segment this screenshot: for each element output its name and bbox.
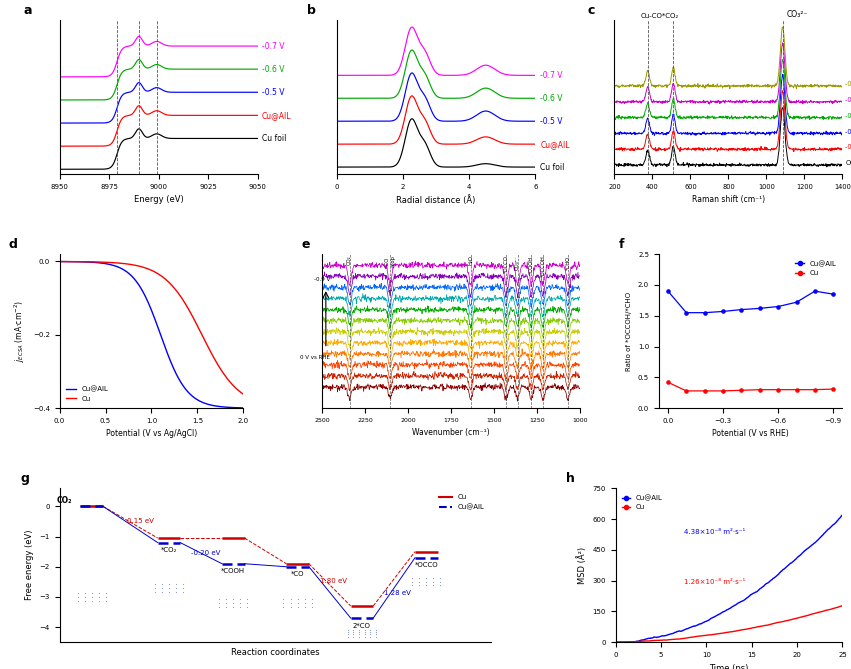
Text: OCP: OCP — [845, 161, 851, 167]
Text: -0.6 V: -0.6 V — [262, 65, 284, 74]
Text: CO₃²⁻: CO₃²⁻ — [786, 9, 808, 19]
X-axis label: Radial distance (Å): Radial distance (Å) — [397, 195, 476, 205]
Text: -0.7 V: -0.7 V — [262, 41, 284, 51]
Text: -0.5 V: -0.5 V — [540, 116, 563, 126]
Text: -0.35 V: -0.35 V — [845, 97, 851, 103]
X-axis label: Time (ps): Time (ps) — [710, 664, 749, 669]
Text: *OCCO: *OCCO — [504, 256, 509, 274]
Text: e: e — [302, 238, 311, 251]
Text: Cu@AIL: Cu@AIL — [262, 111, 291, 120]
Text: -0.9 V: -0.9 V — [314, 277, 330, 282]
Text: *OCCO: *OCCO — [414, 563, 438, 569]
Y-axis label: MSD (Å²): MSD (Å²) — [577, 547, 587, 584]
Text: CO₂: CO₂ — [56, 496, 71, 504]
Text: f: f — [619, 238, 624, 251]
X-axis label: Wavenumber (cm⁻¹): Wavenumber (cm⁻¹) — [412, 428, 490, 438]
Text: Cu-CO*CO₂: Cu-CO*CO₂ — [641, 13, 679, 19]
Y-axis label: Free energy (eV): Free energy (eV) — [25, 530, 34, 601]
Text: -0.15 V: -0.15 V — [845, 128, 851, 134]
Text: *OCCOH: *OCCOH — [540, 256, 545, 277]
Text: 1.80 eV: 1.80 eV — [320, 579, 347, 584]
Text: d: d — [9, 238, 17, 251]
Text: -0.25 V: -0.25 V — [845, 113, 851, 119]
X-axis label: Potential (V vs RHE): Potential (V vs RHE) — [712, 429, 789, 438]
Text: a: a — [24, 4, 32, 17]
Y-axis label: Ratio of *OCCOH/*CHO: Ratio of *OCCOH/*CHO — [626, 292, 632, 371]
Text: -0.20 eV: -0.20 eV — [191, 551, 220, 557]
Text: 0.15 eV: 0.15 eV — [127, 518, 154, 524]
X-axis label: Reaction coordinates: Reaction coordinates — [231, 648, 319, 657]
X-axis label: Raman shift (cm⁻¹): Raman shift (cm⁻¹) — [692, 195, 765, 204]
Text: 4.38×10⁻⁸ m²·s⁻¹: 4.38×10⁻⁸ m²·s⁻¹ — [683, 529, 745, 535]
Text: *CHO: *CHO — [565, 256, 570, 270]
Text: *COOH: *COOH — [221, 569, 245, 575]
Text: *CO: *CO — [291, 571, 305, 577]
Text: Cu foil: Cu foil — [540, 163, 565, 171]
Legend: Cu, Cu@AIL: Cu, Cu@AIL — [437, 492, 487, 513]
Legend: Cu@AIL, Cu: Cu@AIL, Cu — [792, 258, 839, 279]
Text: Cu foil: Cu foil — [262, 134, 286, 143]
Text: -0.05 V: -0.05 V — [845, 145, 851, 151]
X-axis label: Energy (eV): Energy (eV) — [134, 195, 184, 204]
Text: -0.6 V: -0.6 V — [540, 94, 563, 103]
Text: Cu@AIL: Cu@AIL — [540, 140, 570, 149]
Text: H₂O: H₂O — [468, 256, 473, 266]
Text: 2*CO: 2*CO — [353, 623, 371, 629]
Text: h: h — [566, 472, 574, 485]
Legend: Cu@AIL, Cu: Cu@AIL, Cu — [63, 383, 111, 405]
Text: -0.7 V: -0.7 V — [540, 71, 563, 80]
Text: g: g — [20, 472, 30, 485]
Text: 0 V vs RHE: 0 V vs RHE — [300, 355, 330, 360]
Text: -0.45 V: -0.45 V — [845, 81, 851, 87]
Text: 1.26×10⁻⁸ m²·s⁻¹: 1.26×10⁻⁸ m²·s⁻¹ — [683, 579, 745, 585]
Text: CO₂: CO₂ — [347, 256, 352, 265]
Text: b: b — [307, 4, 316, 17]
Text: *CO₂: *CO₂ — [161, 547, 177, 553]
Text: -0.5 V: -0.5 V — [262, 88, 284, 97]
Text: *COOH: *COOH — [528, 256, 534, 274]
Text: 1.28 eV: 1.28 eV — [385, 589, 411, 595]
Text: CO₃²⁻: CO₃²⁻ — [515, 256, 520, 270]
Text: *CO
atop: *CO atop — [385, 256, 396, 268]
Legend: Cu@AIL, Cu: Cu@AIL, Cu — [619, 492, 665, 513]
Y-axis label: $j_{ECSA}$ (mA·cm$^{-2}$): $j_{ECSA}$ (mA·cm$^{-2}$) — [13, 300, 27, 362]
Text: c: c — [587, 4, 595, 17]
X-axis label: Potential (V vs Ag/AgCl): Potential (V vs Ag/AgCl) — [106, 429, 197, 438]
